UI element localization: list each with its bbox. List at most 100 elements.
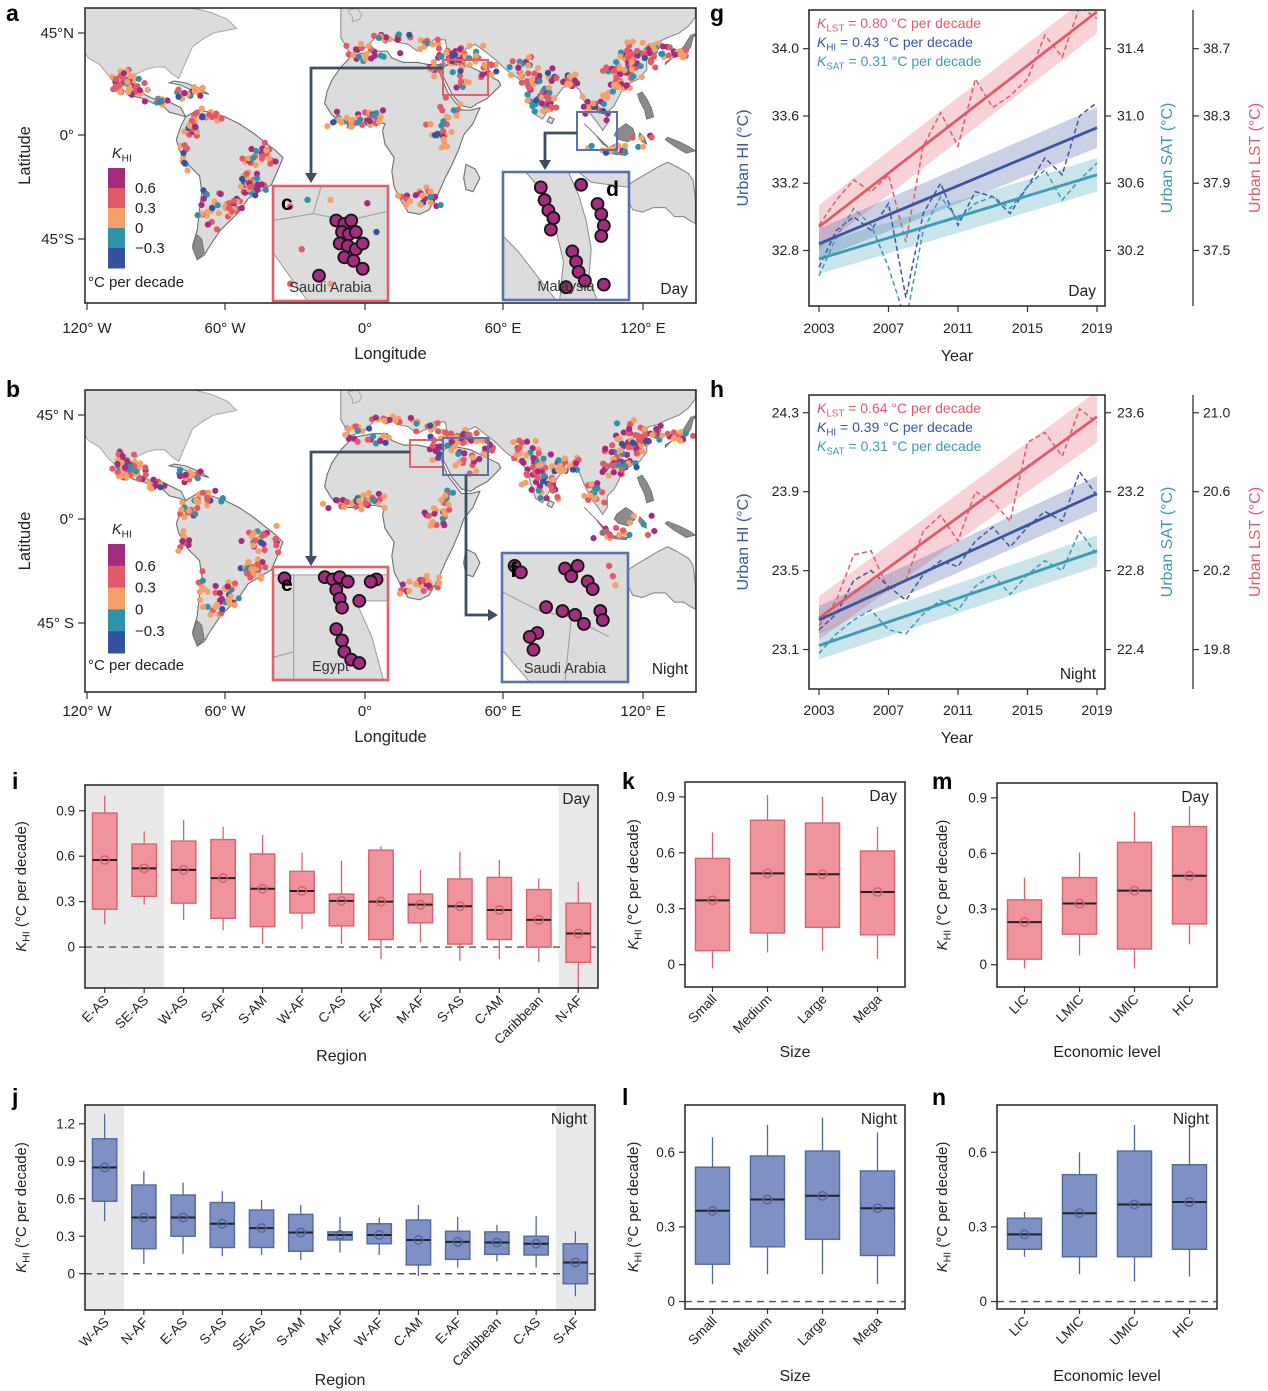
svg-text:S-AM: S-AM	[235, 993, 269, 1027]
svg-text:60° W: 60° W	[204, 703, 246, 720]
svg-text:0.6: 0.6	[656, 1145, 675, 1160]
svg-text:E-AS: E-AS	[157, 1315, 190, 1348]
inset-arrow	[309, 450, 410, 559]
svg-text:32.8: 32.8	[772, 242, 799, 258]
svg-text:HIC: HIC	[1170, 1313, 1197, 1340]
svg-text:E-AF: E-AF	[432, 1315, 464, 1347]
svg-text:SE-AS: SE-AS	[229, 1315, 268, 1354]
svg-text:2011: 2011	[943, 320, 973, 336]
svg-text:W-AS: W-AS	[155, 993, 190, 1028]
svg-text:2003: 2003	[803, 702, 834, 718]
svg-text:UMIC: UMIC	[1107, 1313, 1142, 1348]
svg-text:0.3: 0.3	[656, 901, 675, 916]
svg-text:0.3: 0.3	[656, 1219, 675, 1234]
svg-text:S-AM: S-AM	[273, 1315, 307, 1349]
svg-text:N-AF: N-AF	[118, 1315, 151, 1348]
svg-text:C-AM: C-AM	[471, 993, 506, 1028]
svg-text:23.1: 23.1	[772, 641, 799, 657]
svg-text:0.6: 0.6	[135, 558, 156, 575]
svg-text:37.5: 37.5	[1203, 242, 1230, 258]
svg-text:M-AF: M-AF	[313, 1315, 347, 1349]
svg-text:19.8: 19.8	[1203, 641, 1230, 657]
svg-text:Mega: Mega	[850, 991, 885, 1026]
svg-text:0: 0	[135, 601, 143, 618]
svg-text:Night: Night	[861, 1111, 898, 1128]
svg-text:Egypt: Egypt	[312, 659, 349, 675]
svg-text:d: d	[606, 178, 619, 201]
box-chart-region-day: E-AS SE-AS W-AS S-AF S-AM W-AF C-AS E-AF M-AF S-A…	[13, 784, 599, 1065]
svg-text:S-AS: S-AS	[197, 1315, 230, 1348]
map-a: c Saudi Arabia d Malaysia 120° W 60° W 0° 60° E…	[16, 7, 697, 363]
svg-text:Longitude: Longitude	[354, 728, 427, 746]
svg-text:Medium: Medium	[730, 992, 775, 1037]
trend-plot-g: 32.8 33.2 33.6 34.0 Urban HI (°C) 30.2 30.6 31.…	[735, 9, 1264, 365]
panel-letter-m: m	[932, 768, 953, 794]
svg-text:30.2: 30.2	[1117, 242, 1144, 258]
svg-text:Year: Year	[941, 348, 974, 365]
svg-text:0: 0	[135, 220, 143, 237]
panel-letter-h: h	[710, 376, 725, 402]
svg-text:30.6: 30.6	[1117, 175, 1144, 191]
svg-text:120° W: 120° W	[62, 320, 112, 337]
svg-text:LIC: LIC	[1006, 991, 1032, 1017]
svg-text:−0.3: −0.3	[135, 240, 165, 257]
svg-text:Urban SAT (°C): Urban SAT (°C)	[1159, 103, 1176, 214]
svg-text:Urban HI (°C): Urban HI (°C)	[735, 109, 752, 206]
svg-text:2011: 2011	[943, 702, 973, 718]
svg-text:Small: Small	[685, 992, 719, 1026]
svg-text:Night: Night	[652, 661, 689, 678]
svg-text:120° E: 120° E	[620, 703, 665, 720]
svg-text:31.0: 31.0	[1117, 107, 1144, 123]
svg-text:°C per decade: °C per decade	[88, 274, 184, 291]
svg-text:Saudi Arabia: Saudi Arabia	[524, 661, 607, 677]
svg-text:Saudi Arabia: Saudi Arabia	[289, 280, 372, 296]
svg-text:Urban SAT (°C): Urban SAT (°C)	[1159, 487, 1176, 598]
svg-text:0.3: 0.3	[135, 580, 156, 597]
svg-text:23.2: 23.2	[1117, 483, 1144, 499]
svg-text:Malaysia: Malaysia	[537, 279, 595, 295]
svg-text:W-AF: W-AF	[274, 993, 309, 1028]
panel-letter-k: k	[622, 768, 635, 794]
svg-text:KHI (°C per decade): KHI (°C per decade)	[625, 1142, 645, 1273]
svg-text:0°: 0°	[60, 127, 74, 144]
svg-text:KHI (°C per decade): KHI (°C per decade)	[625, 819, 645, 950]
svg-text:W-AF: W-AF	[352, 1315, 387, 1350]
svg-text:2019: 2019	[1081, 702, 1112, 718]
svg-text:2015: 2015	[1012, 320, 1043, 336]
svg-text:45° S: 45° S	[37, 615, 74, 632]
svg-text:23.9: 23.9	[772, 483, 799, 499]
svg-text:38.7: 38.7	[1203, 40, 1230, 56]
inset-f: f Saudi Arabia	[500, 551, 630, 684]
boxplot-n: LIC LMIC UMIC HIC 0 0.3 0.6 Economic level KHI (…	[934, 1104, 1218, 1385]
svg-text:38.3: 38.3	[1203, 107, 1230, 123]
svg-text:W-AS: W-AS	[76, 1315, 111, 1350]
panel-letter-a: a	[6, 0, 19, 26]
svg-text:HIC: HIC	[1170, 991, 1197, 1018]
boxplot-j: W-AS N-AF E-AS S-AS SE-AS S-AM M-AF W-AF C-AM E-A…	[13, 1104, 596, 1389]
inset-c: c Saudi Arabia	[271, 184, 390, 303]
svg-text:Longitude: Longitude	[354, 345, 427, 363]
boxplot-m: LIC LMIC UMIC HIC 0 0.3 0.6 0.9 Economic level KH…	[934, 782, 1218, 1061]
inset-e: e Egypt	[271, 565, 390, 682]
svg-text:SE-AS: SE-AS	[112, 993, 151, 1032]
svg-text:Night: Night	[1060, 666, 1097, 683]
svg-text:0.6: 0.6	[56, 849, 75, 864]
svg-text:22.8: 22.8	[1117, 562, 1144, 578]
svg-text:S-AF: S-AF	[550, 1315, 582, 1347]
inset-arrow	[464, 475, 491, 617]
world-map-night: e Egypt f Saudi Arabia 120° W 60° W 0° 60° E 120…	[16, 389, 697, 746]
svg-text:Day: Day	[562, 791, 590, 808]
svg-text:Large: Large	[795, 1314, 830, 1349]
svg-text:22.4: 22.4	[1117, 641, 1144, 657]
svg-text:23.6: 23.6	[1117, 404, 1144, 420]
svg-text:0.3: 0.3	[968, 1219, 987, 1234]
svg-text:0.9: 0.9	[968, 790, 987, 805]
svg-text:C-AS: C-AS	[315, 993, 348, 1026]
svg-text:0: 0	[67, 940, 75, 955]
svg-text:°C per decade: °C per decade	[88, 657, 184, 674]
svg-text:Year: Year	[941, 730, 974, 747]
svg-text:20.2: 20.2	[1203, 562, 1230, 578]
svg-text:0.3: 0.3	[56, 1229, 75, 1244]
